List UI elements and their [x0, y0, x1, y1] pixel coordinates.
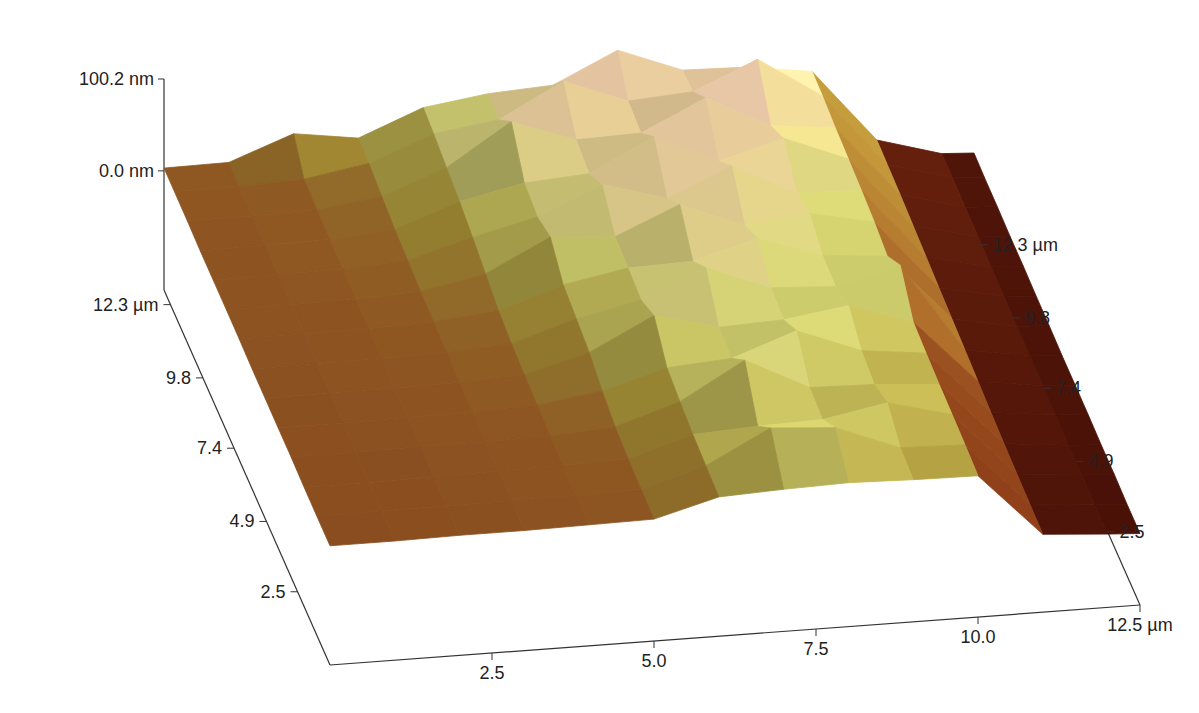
svg-text:12.3 µm: 12.3 µm — [992, 235, 1057, 255]
svg-text:12.5 µm: 12.5 µm — [1107, 615, 1172, 635]
svg-text:2.5: 2.5 — [1120, 522, 1145, 542]
svg-text:0.0 nm: 0.0 nm — [99, 161, 154, 181]
svg-text:2.5: 2.5 — [479, 663, 504, 683]
svg-text:4.9: 4.9 — [229, 511, 254, 531]
svg-text:5.0: 5.0 — [641, 651, 666, 671]
svg-text:7.4: 7.4 — [1056, 378, 1081, 398]
svg-text:100.2 nm: 100.2 nm — [79, 69, 154, 89]
svg-text:12.3 µm: 12.3 µm — [93, 295, 158, 315]
svg-text:9.8: 9.8 — [1025, 308, 1050, 328]
svg-text:9.8: 9.8 — [166, 368, 191, 388]
svg-text:7.4: 7.4 — [197, 438, 222, 458]
svg-text:10.0: 10.0 — [960, 627, 995, 647]
svg-text:7.5: 7.5 — [803, 639, 828, 659]
svg-text:2.5: 2.5 — [261, 582, 286, 602]
svg-text:4.9: 4.9 — [1088, 451, 1113, 471]
